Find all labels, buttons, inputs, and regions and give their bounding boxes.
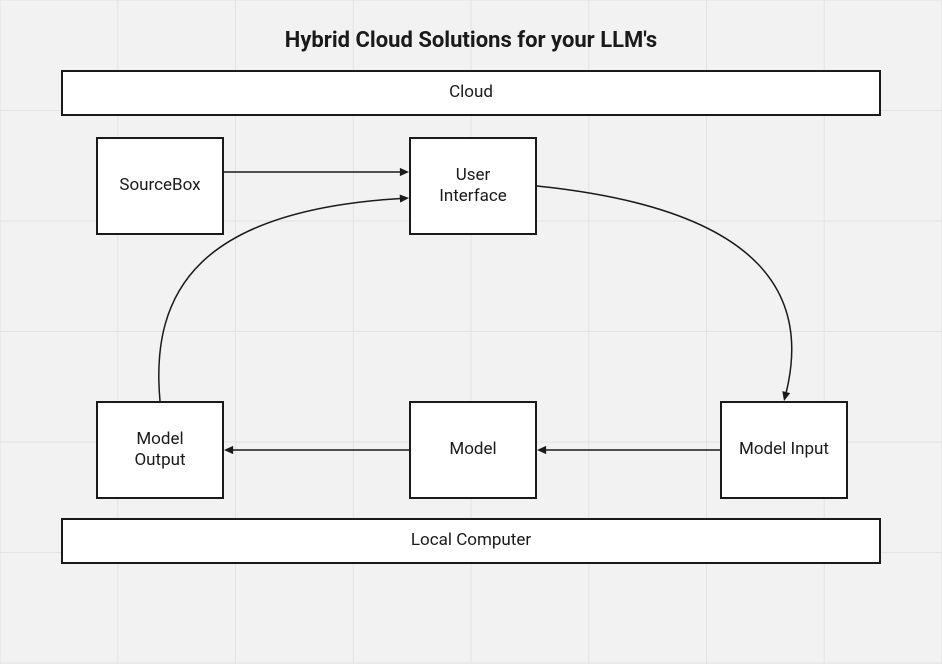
node-model-output: ModelOutput <box>96 401 224 499</box>
diagram-title: Hybrid Cloud Solutions for your LLM's <box>0 28 942 53</box>
node-sourcebox: SourceBox <box>96 137 224 235</box>
node-user-interface: UserInterface <box>409 137 537 235</box>
node-ui-label: UserInterface <box>439 165 507 208</box>
node-local-computer: Local Computer <box>61 518 881 564</box>
node-model-input-label: Model Input <box>739 439 829 460</box>
node-sourcebox-label: SourceBox <box>119 175 200 196</box>
node-cloud-label: Cloud <box>449 82 493 103</box>
node-model-input: Model Input <box>720 401 848 499</box>
node-model-label: Model <box>449 439 496 460</box>
node-model-output-label: ModelOutput <box>134 429 185 472</box>
node-model: Model <box>409 401 537 499</box>
node-local-label: Local Computer <box>411 530 531 551</box>
node-cloud: Cloud <box>61 70 881 116</box>
